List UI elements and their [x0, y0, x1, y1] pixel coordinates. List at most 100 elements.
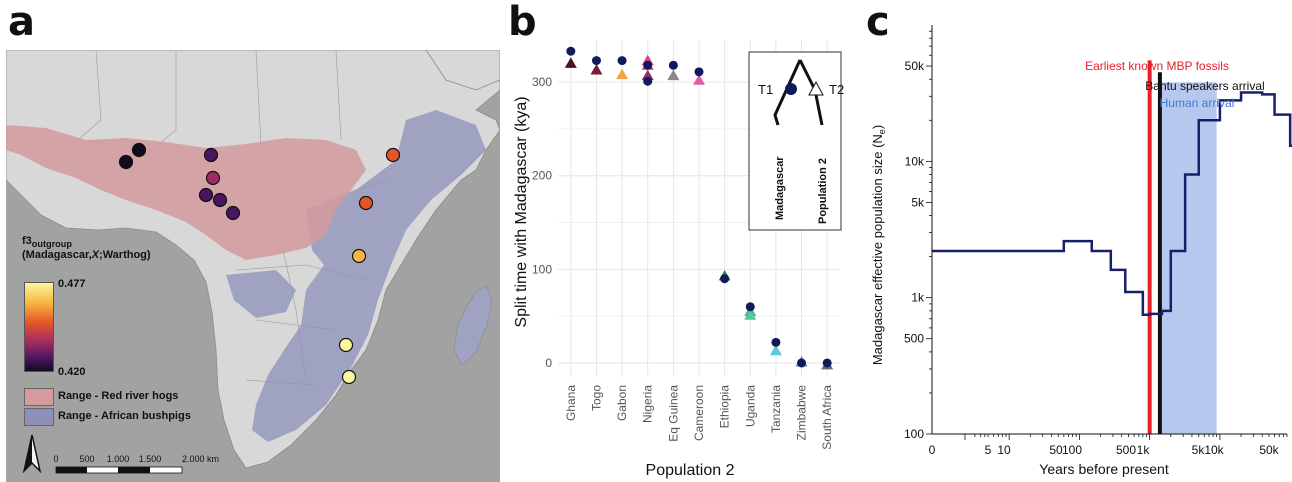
ghana-point-2 [133, 144, 146, 157]
nigeria-point-1 [207, 172, 220, 185]
c-xtick-label: 500 [1116, 443, 1136, 457]
legend-blue-swatch [24, 408, 54, 426]
c-xlabel: Years before present [1039, 461, 1169, 477]
b-xtick-label: Ethiopia [718, 385, 732, 429]
ghana-point-1 [120, 156, 133, 169]
b-xtick-label: Nigeria [641, 385, 655, 423]
b-inset: T1 T2 Madagascar Population 2 [749, 52, 844, 230]
c-ytick-label: 5k [911, 195, 925, 209]
togo-point [205, 149, 218, 162]
inset-t1-label: T1 [758, 82, 773, 97]
c-xtick-label: 0 [929, 443, 936, 457]
b-circle-point [746, 302, 755, 311]
c-xtick-label: 10 [997, 443, 1011, 457]
b-circle-point [566, 47, 575, 56]
c-xtick-label: 5k [1192, 443, 1206, 457]
c-ytick-label: 100 [904, 427, 924, 441]
scale-label: 500 [79, 454, 94, 464]
c-human-arrival-band [1160, 82, 1217, 434]
ethiopia-point [387, 149, 400, 162]
inset-leaf2: Population 2 [817, 158, 829, 224]
legend-title: f3outgroup (Madagascar,X;Warthog) [22, 235, 222, 261]
b-xtick-label: Togo [589, 385, 603, 411]
b-circle-point [720, 274, 729, 283]
c-ne-step-line [932, 92, 1292, 314]
south-africa-point [343, 371, 356, 384]
b-circle-point [669, 61, 678, 70]
c-ytick-label: 1k [911, 291, 925, 305]
c-xtick-label: 100 [1062, 443, 1082, 457]
inset-leaf1: Madagascar [774, 156, 786, 220]
nigeria-point-2 [200, 189, 213, 202]
b-xlabel: Population 2 [646, 462, 735, 479]
inset-t1-marker [785, 83, 797, 95]
legend-blue-label: Range - African bushpigs [58, 410, 191, 422]
north-arrow-icon [24, 435, 40, 471]
bushpig-range-mada [454, 286, 492, 365]
c-ylabel-end: ) [870, 125, 885, 129]
c-annot-bantu: Bantu speakers arrival [1145, 79, 1264, 93]
b-ytick-label: 100 [532, 262, 552, 276]
b-ylabel: Split time with Madagascar (kya) [513, 96, 530, 327]
b-xtick-label: South Africa [820, 385, 834, 450]
c-lines [932, 60, 1292, 434]
scale-bar [56, 467, 182, 473]
scale-labels: 0 500 1.000 1.500 2.000 km [53, 454, 219, 464]
b-ytick-label: 0 [545, 356, 552, 370]
inset-t2-label: T2 [829, 82, 844, 97]
c-ytick-label: 500 [904, 332, 924, 346]
panel-a-letter: a [8, 2, 35, 42]
c-xtick-label: 5 [985, 443, 992, 457]
scale-label: 0 [53, 454, 58, 464]
legend-red-label: Range - Red river hogs [58, 390, 178, 402]
legend-end: ;Warthog) [99, 249, 151, 261]
legend-f3: f3 [22, 235, 32, 247]
c-xtick-label: 1k [1137, 443, 1151, 457]
uganda-point [360, 197, 373, 210]
c-xtick-label: 50 [1049, 443, 1063, 457]
africa-range-map: 0 500 1.000 1.500 2.000 km f3outgroup (Madag… [6, 50, 500, 482]
c-ylabel: Madagascar effective population size (Ne… [870, 125, 887, 365]
colorbar-max: 0.477 [58, 278, 86, 290]
colorbar-min: 0.420 [58, 366, 86, 378]
b-xtick-label: Uganda [743, 385, 757, 427]
split-time-chart: 0 100 200 300 Ghana Togo Gabon Nigeria Eq Guinea… [510, 0, 850, 480]
scale-label: 1.500 [139, 454, 162, 464]
legend-red-swatch [24, 388, 54, 406]
b-xtick-label: Ghana [564, 385, 578, 421]
b-circle-point [618, 56, 627, 65]
zimbabwe-point [340, 339, 353, 352]
c-annot-human: Human arrival [1160, 96, 1235, 110]
c-annot-fossils: Earliest known MBP fossils [1085, 59, 1229, 73]
legend-args: (Madagascar, [22, 249, 92, 261]
b-circle-point [797, 358, 806, 367]
b-circle-point [771, 338, 780, 347]
b-circle-point [823, 358, 832, 367]
legend-x: X [92, 249, 99, 261]
b-xtick-label: Zimbabwe [795, 385, 809, 441]
gabon-point [227, 207, 240, 220]
c-ytick-label: 50k [905, 59, 925, 73]
b-ytick-label: 300 [532, 75, 552, 89]
c-xtick-label: 10k [1204, 443, 1224, 457]
tanzania-point [353, 250, 366, 263]
scale-label: 2.000 km [182, 454, 219, 464]
b-xtick-label: Tanzania [769, 385, 783, 433]
b-circle-point [695, 67, 704, 76]
cameroon-point [214, 194, 227, 207]
b-circle-point [643, 61, 652, 70]
b-ytick-label: 200 [532, 169, 552, 183]
c-xtick-label: 50k [1259, 443, 1279, 457]
b-xtick-label: Cameroon [692, 385, 706, 441]
c-ylabel-main: Madagascar effective population size (N [870, 134, 885, 365]
b-circle-point [643, 77, 652, 86]
b-xtick-label: Gabon [615, 385, 629, 421]
b-circle-point [592, 56, 601, 65]
scale-label: 1.000 [107, 454, 130, 464]
c-ytick-label: 10k [905, 154, 925, 168]
c-shade [1160, 82, 1217, 434]
colorbar [24, 282, 54, 372]
legend-outgroup: outgroup [32, 239, 72, 249]
b-xtick-label: Eq Guinea [666, 385, 680, 442]
